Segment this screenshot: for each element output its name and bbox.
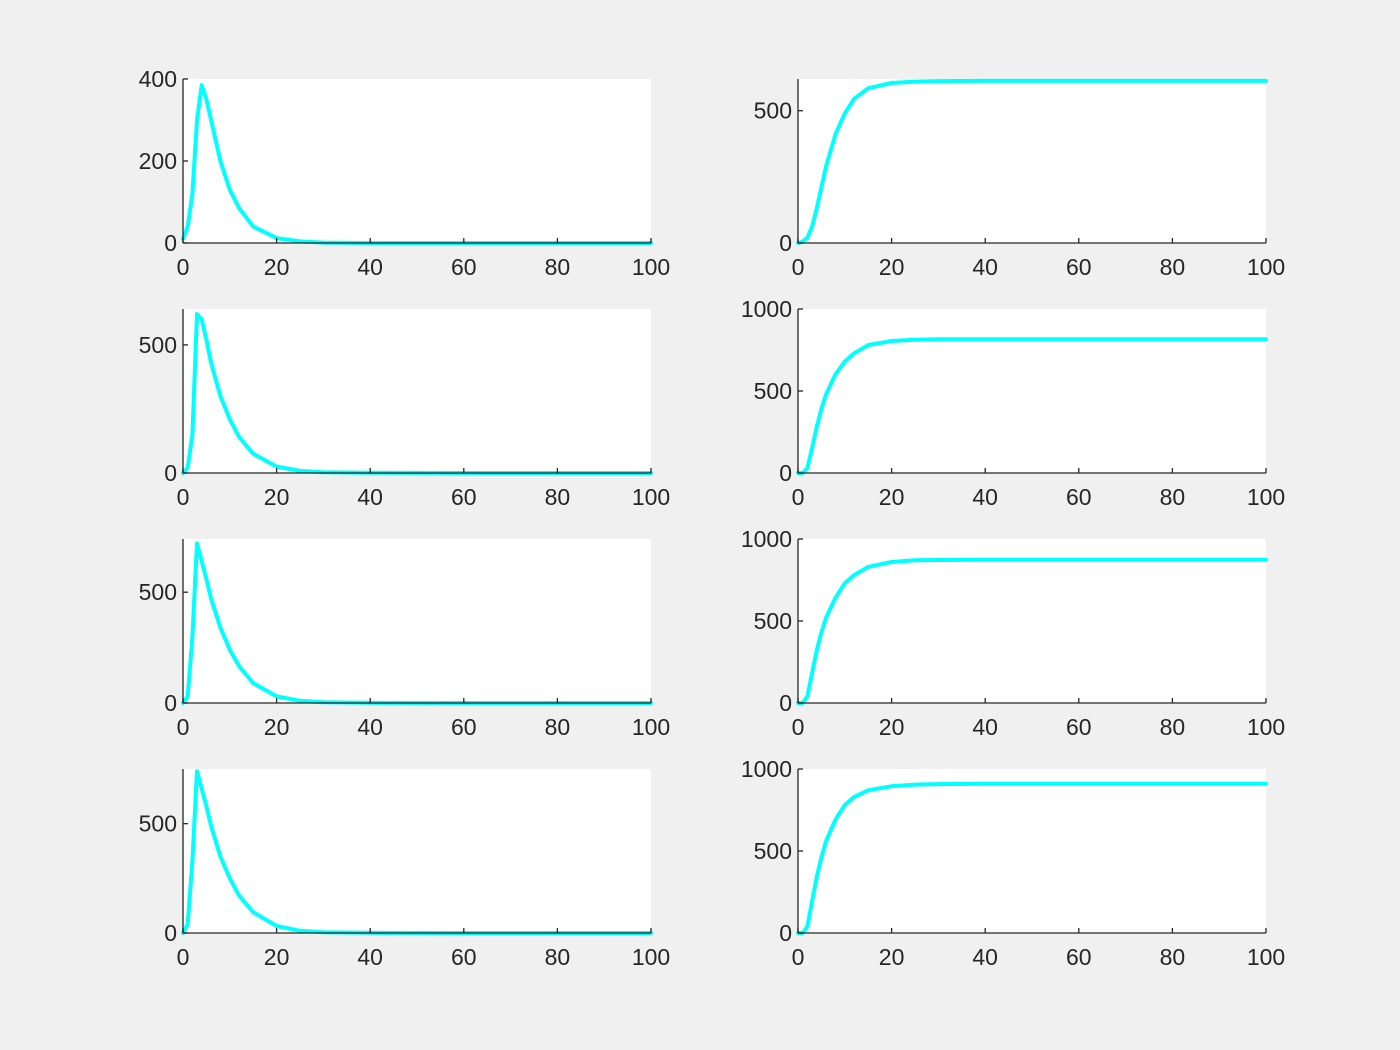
y-tick-label: 0 (164, 690, 177, 716)
y-tick-label: 500 (139, 811, 177, 837)
y-tick-label: 500 (754, 98, 792, 124)
x-tick-label: 0 (177, 944, 190, 970)
x-tick-label: 100 (632, 944, 670, 970)
x-tick-label: 0 (792, 254, 805, 280)
x-tick-label: 0 (792, 944, 805, 970)
x-tick-label: 80 (1160, 254, 1186, 280)
x-tick-label: 60 (1066, 944, 1092, 970)
y-tick-label: 0 (164, 920, 177, 946)
subplot-1: 0 20 40 60 80 100 0 200 400 (139, 66, 671, 280)
x-tick-label: 60 (451, 944, 477, 970)
x-tick-label: 100 (1247, 484, 1285, 510)
y-tick-label: 0 (779, 230, 792, 256)
y-tick-label: 500 (754, 838, 792, 864)
y-tick-label: 1000 (741, 296, 792, 322)
plot-area (798, 79, 1266, 243)
y-tick-label: 1000 (741, 756, 792, 782)
x-tick-label: 20 (264, 714, 290, 740)
x-tick-label: 0 (177, 254, 190, 280)
x-tick-label: 60 (451, 254, 477, 280)
y-tick-label: 400 (139, 66, 177, 92)
x-tick-label: 80 (1160, 484, 1186, 510)
plot-area (183, 539, 651, 703)
x-tick-label: 40 (972, 944, 998, 970)
plot-area (183, 79, 651, 243)
y-tick-label: 0 (164, 230, 177, 256)
x-tick-label: 60 (1066, 254, 1092, 280)
x-tick-label: 20 (264, 254, 290, 280)
x-tick-label: 40 (357, 254, 383, 280)
x-tick-label: 20 (879, 714, 905, 740)
x-tick-label: 40 (972, 254, 998, 280)
x-tick-label: 80 (1160, 714, 1186, 740)
x-tick-label: 40 (357, 714, 383, 740)
y-tick-label: 500 (139, 332, 177, 358)
x-tick-label: 0 (792, 484, 805, 510)
y-tick-label: 0 (779, 920, 792, 946)
x-tick-label: 60 (1066, 484, 1092, 510)
series-line-1 (796, 337, 1268, 475)
x-tick-label: 0 (177, 714, 190, 740)
x-tick-label: 20 (879, 944, 905, 970)
y-tick-label: 500 (754, 378, 792, 404)
x-tick-label: 60 (451, 714, 477, 740)
plot-area (183, 769, 651, 933)
series-line-1 (796, 781, 1268, 935)
x-tick-label: 80 (545, 944, 571, 970)
y-tick-label: 0 (779, 690, 792, 716)
y-tick-label: 1000 (741, 526, 792, 552)
x-tick-label: 40 (972, 714, 998, 740)
y-tick-label: 500 (754, 608, 792, 634)
x-tick-label: 100 (632, 254, 670, 280)
plot-area (183, 309, 651, 473)
x-tick-label: 80 (545, 714, 571, 740)
x-tick-label: 80 (1160, 944, 1186, 970)
x-tick-label: 80 (545, 254, 571, 280)
plot-area (798, 309, 1266, 473)
x-tick-label: 80 (545, 484, 571, 510)
y-tick-label: 0 (779, 460, 792, 486)
plot-area (798, 769, 1266, 933)
subplot-2: 0 20 40 60 80 100 0 500 (754, 78, 1285, 280)
x-tick-label: 20 (264, 944, 290, 970)
series-line-1 (796, 557, 1268, 705)
x-tick-label: 20 (879, 254, 905, 280)
x-tick-label: 100 (1247, 944, 1285, 970)
x-tick-label: 60 (1066, 714, 1092, 740)
x-tick-label: 60 (451, 484, 477, 510)
x-tick-label: 20 (879, 484, 905, 510)
x-tick-label: 40 (972, 484, 998, 510)
x-tick-label: 100 (632, 484, 670, 510)
x-tick-label: 0 (177, 484, 190, 510)
x-tick-label: 0 (792, 714, 805, 740)
x-tick-label: 100 (632, 714, 670, 740)
subplot-5: 0 20 40 60 80 100 0 500 (139, 539, 670, 740)
x-tick-label: 20 (264, 484, 290, 510)
subplot-3: 0 20 40 60 80 100 0 500 (139, 309, 670, 510)
subplot-7: 0 20 40 60 80 100 0 500 (139, 769, 670, 970)
series-line-1 (796, 78, 1268, 245)
x-tick-label: 100 (1247, 254, 1285, 280)
x-tick-label: 40 (357, 484, 383, 510)
x-tick-label: 100 (1247, 714, 1285, 740)
y-tick-label: 0 (164, 460, 177, 486)
y-tick-label: 500 (139, 579, 177, 605)
x-tick-label: 40 (357, 944, 383, 970)
y-tick-label: 200 (139, 148, 177, 174)
plot-area (798, 539, 1266, 703)
